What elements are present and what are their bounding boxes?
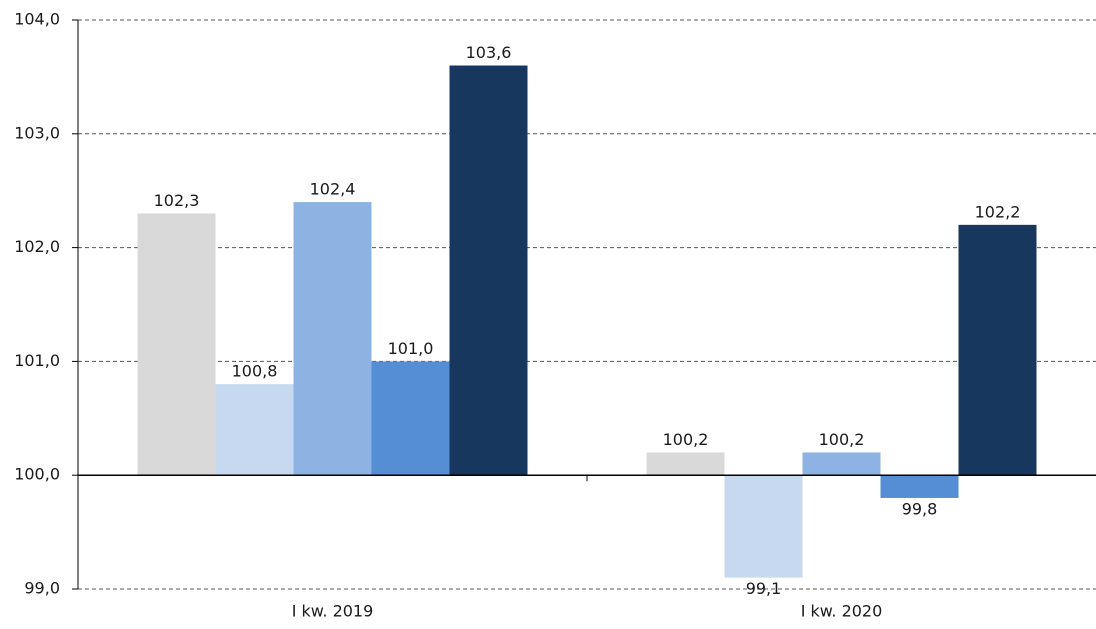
y-tick-label: 104,0 bbox=[14, 10, 60, 29]
bar bbox=[724, 475, 803, 578]
bar bbox=[293, 202, 372, 476]
y-tick-label: 101,0 bbox=[14, 351, 60, 370]
y-tick-label: 103,0 bbox=[14, 123, 60, 142]
data-label: 102,2 bbox=[975, 202, 1021, 221]
data-label: 99,8 bbox=[902, 499, 938, 518]
bar bbox=[958, 224, 1037, 476]
y-tick-label: 100,0 bbox=[14, 465, 60, 484]
y-tick-label: 102,0 bbox=[14, 237, 60, 256]
data-label: 100,2 bbox=[663, 430, 709, 449]
x-tick-label: I kw. 2019 bbox=[292, 602, 374, 621]
bar bbox=[802, 452, 881, 476]
bar bbox=[646, 452, 725, 476]
bar bbox=[449, 65, 528, 476]
data-label: 100,2 bbox=[819, 430, 865, 449]
bar bbox=[371, 361, 450, 476]
x-tick-label: I kw. 2020 bbox=[801, 602, 883, 621]
data-label: 102,3 bbox=[154, 191, 200, 210]
bar bbox=[880, 475, 959, 498]
data-label: 99,1 bbox=[746, 579, 782, 598]
data-label: 100,8 bbox=[232, 362, 278, 381]
y-tick-label: 99,0 bbox=[24, 579, 60, 598]
data-label: 103,6 bbox=[466, 43, 512, 62]
bar bbox=[215, 384, 294, 476]
data-label: 102,4 bbox=[310, 180, 356, 199]
data-label: 101,0 bbox=[388, 339, 434, 358]
bar bbox=[137, 213, 216, 476]
